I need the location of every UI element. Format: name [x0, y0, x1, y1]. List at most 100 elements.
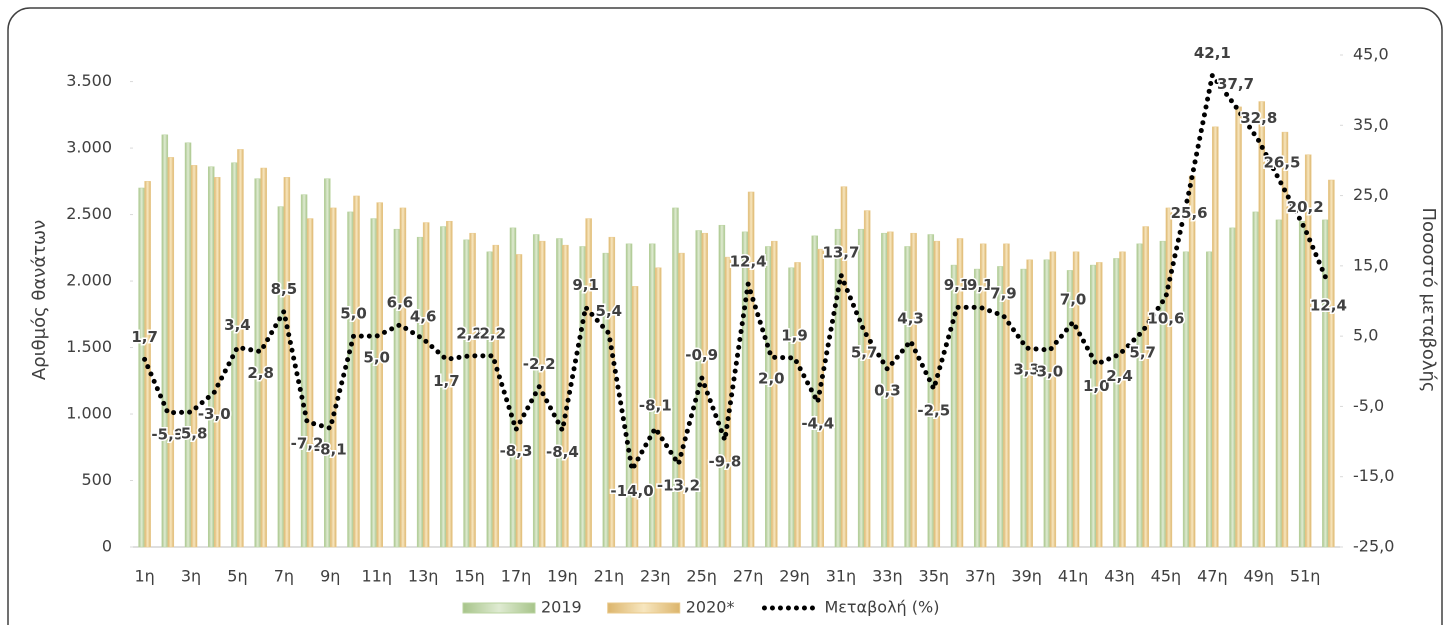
bar	[1142, 226, 1149, 548]
data-label: -2,5	[917, 401, 950, 419]
bar	[463, 239, 470, 548]
bar	[1026, 259, 1033, 548]
bar	[167, 157, 175, 548]
y2-axis-title: Ποσοστό μεταβολής	[1418, 208, 1439, 393]
bar	[863, 210, 871, 548]
bar	[213, 177, 221, 548]
data-label: 13,7	[822, 243, 859, 261]
bar	[701, 232, 708, 548]
data-label: 1,9	[781, 326, 808, 344]
bar	[1113, 258, 1120, 548]
bar	[532, 234, 540, 548]
bar	[393, 228, 401, 548]
bar	[979, 243, 987, 548]
data-label: 2,4	[1106, 367, 1133, 385]
y2-tick-label: 25,0	[1353, 185, 1389, 204]
x-tick-label: 49η	[1244, 567, 1275, 586]
bar	[1090, 264, 1097, 548]
bar	[300, 194, 308, 548]
y2-tick-label: -15,0	[1353, 466, 1394, 485]
data-label: 10,6	[1147, 309, 1184, 327]
data-label: 25,6	[1171, 204, 1208, 222]
bar	[1049, 251, 1057, 548]
data-label: 32,8	[1240, 109, 1277, 127]
data-label: 1,7	[433, 372, 460, 390]
y-tick-label: 500	[81, 470, 112, 489]
y2-tick-label: 15,0	[1353, 255, 1389, 274]
bar	[144, 181, 151, 548]
legend-swatch	[607, 602, 681, 614]
bar	[887, 231, 894, 548]
data-label: 42,1	[1194, 44, 1231, 62]
data-label: -7,2	[291, 434, 324, 452]
legend-label: 2019	[541, 598, 582, 617]
bar	[370, 218, 377, 548]
bar	[608, 236, 616, 548]
bar	[283, 177, 291, 548]
x-tick-label: 41η	[1058, 567, 1089, 586]
data-label: 3,0	[1037, 363, 1064, 381]
bar	[1252, 211, 1260, 548]
data-label: 2,2	[479, 324, 506, 342]
bar	[492, 244, 500, 548]
x-tick-label: 13η	[408, 567, 439, 586]
x-tick-label: 33η	[872, 567, 903, 586]
data-label: -9,8	[708, 453, 741, 471]
y-tick-label: 3.500	[66, 71, 112, 90]
data-label: -8,4	[546, 443, 579, 461]
bar	[1188, 175, 1196, 548]
line	[142, 69, 1331, 478]
x-tick-label: 19η	[547, 567, 578, 586]
bar	[1096, 262, 1103, 548]
bar	[446, 220, 453, 548]
bar	[254, 178, 261, 548]
data-label: 2,8	[247, 364, 274, 382]
bar	[910, 232, 917, 548]
bar	[306, 218, 314, 548]
bar	[1119, 251, 1126, 548]
bar	[353, 195, 360, 548]
data-label: 37,7	[1217, 75, 1254, 93]
data-label: 12,4	[1310, 297, 1347, 315]
bar	[1212, 126, 1219, 548]
x-tick-label: 31η	[826, 567, 857, 586]
data-label: 1,7	[131, 328, 158, 346]
bar	[330, 207, 337, 548]
bar	[840, 186, 848, 548]
bar	[1281, 131, 1289, 548]
data-label: 1,0	[1083, 377, 1110, 395]
bar	[649, 243, 656, 548]
bar	[190, 165, 198, 548]
x-tick-label: 39η	[1011, 567, 1042, 586]
y2-tick-label: -5,0	[1353, 396, 1384, 415]
data-label: 7,9	[990, 284, 1017, 302]
y-axis-title: Αριθμός θανάτων	[29, 220, 50, 380]
data-label: -0,9	[685, 346, 718, 364]
data-label: -14,0	[610, 482, 653, 500]
data-label: 5,7	[851, 344, 878, 362]
data-label: 5,0	[363, 349, 390, 367]
bar	[1182, 251, 1190, 548]
data-label: 26,5	[1263, 154, 1300, 172]
bar	[973, 268, 981, 548]
bar	[422, 222, 430, 548]
bar	[631, 286, 639, 548]
data-label: 12,4	[730, 253, 767, 271]
bar	[469, 232, 476, 548]
bar	[933, 240, 941, 548]
bar	[1043, 259, 1051, 548]
bar	[1275, 219, 1283, 548]
x-tick-label: 11η	[361, 567, 392, 586]
bar	[765, 246, 772, 548]
bar	[515, 254, 523, 548]
bar	[585, 218, 592, 548]
bar	[1159, 240, 1167, 548]
bar	[1235, 106, 1242, 548]
x-tick-label: 45η	[1151, 567, 1182, 586]
bar	[324, 178, 331, 548]
bar	[1328, 179, 1335, 548]
data-label: 3,4	[224, 316, 251, 334]
bar	[794, 262, 801, 548]
